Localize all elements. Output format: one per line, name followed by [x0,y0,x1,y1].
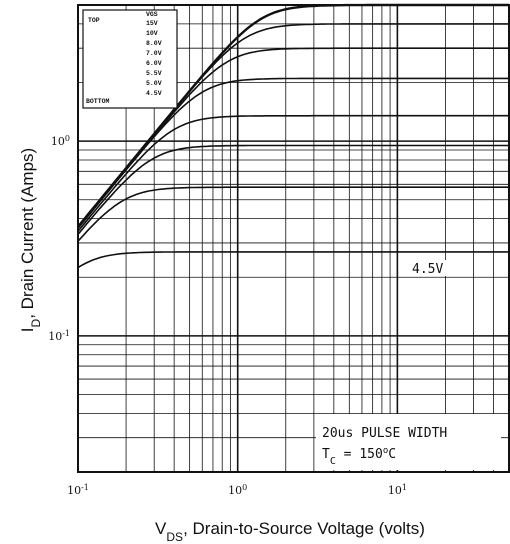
series-10V-line [77,23,509,228]
x-axis-title: VDS, Drain-to-Source Voltage (volts) [155,519,425,544]
legend-entry: 8.0V [146,40,162,47]
legend-entry: 6.0V [146,60,162,67]
curve-label-background [406,260,454,276]
x-tick-label: 101 [388,483,407,498]
series-6-0V-line [77,114,509,232]
legend: TOP BOTTOM VGS 15V 10V 8.0V 7.0V 6.0V 5.5V 5.0… [82,9,178,109]
pulse-annotation: 20us PULSE WIDTH TC = 150oC [316,414,501,470]
x-tick-label: 10-1 [67,483,89,498]
series-4-5V-line [77,251,509,269]
legend-bottom-label: BOTTOM [86,98,110,105]
series-7-0V-line [77,77,509,229]
curve-label: 4.5V [406,260,454,277]
legend-entry: 10V [146,30,158,37]
tick-labels: 10-1 100 101 10-1 100 [48,134,407,497]
annotation-background [316,414,501,470]
plot-frame [77,4,510,473]
legend-top-label: TOP [88,17,100,24]
series-5-5V-line [77,144,509,235]
x-tick-label: 100 [228,483,247,498]
legend-box [82,9,178,109]
legend-entry: 15V [146,20,158,27]
legend-entries: 15V 10V 8.0V 7.0V 6.0V 5.5V 5.0V 4.5V [146,20,162,97]
y-tick-label: 100 [51,134,70,149]
legend-header: VGS [146,11,158,18]
legend-entry: 5.0V [146,80,162,87]
annotation-line-1: 20us PULSE WIDTH [322,426,447,441]
legend-entry: 5.5V [146,70,162,77]
annotation-line-2: TC = 150oC [322,446,396,467]
legend-entry: 4.5V [146,90,162,97]
y-tick-label: 10-1 [48,328,70,343]
curve-label-text: 4.5V [412,262,443,277]
legend-entry: 7.0V [146,50,162,57]
y-axis-title: ID, Drain Current (Amps) [18,148,43,332]
series-5-0V-line [77,186,509,242]
